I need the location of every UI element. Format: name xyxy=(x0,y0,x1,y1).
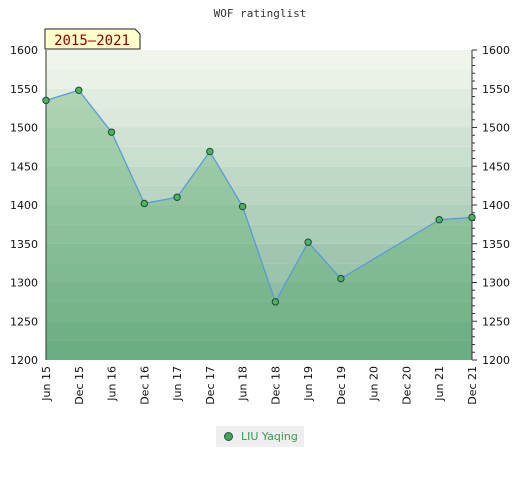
y-tick-label-left: 1250 xyxy=(10,315,38,328)
x-tick-label: Jun 17 xyxy=(171,366,184,402)
y-tick-label-right: 1450 xyxy=(482,160,510,173)
period-badge: 2015–2021 xyxy=(44,28,141,50)
series-area xyxy=(46,90,472,361)
x-tick-label: Jun 16 xyxy=(106,366,119,402)
background-band xyxy=(46,224,472,244)
legend-label: LIU Yaqing xyxy=(241,430,298,443)
y-tick-label-left: 1450 xyxy=(10,160,38,173)
data-point xyxy=(107,128,116,136)
x-tick-label: Jun 21 xyxy=(433,366,446,402)
y-tick-label-left: 1550 xyxy=(10,83,38,96)
axes: 1200 1200 1250 1250 1300 1300 1350 1350 1400 1400… xyxy=(10,44,510,405)
y-tick-label-right: 1200 xyxy=(482,354,510,367)
data-point xyxy=(271,298,280,306)
series-line-group xyxy=(45,89,473,304)
y-tick-label-right: 1400 xyxy=(482,199,510,212)
x-tick-label: Dec 16 xyxy=(138,366,151,405)
x-tick-label: Dec 17 xyxy=(204,366,217,405)
x-tick-label: Dec 21 xyxy=(466,366,479,405)
background-band xyxy=(46,166,472,186)
y-tick-label-right: 1550 xyxy=(482,83,510,96)
data-points xyxy=(42,86,476,306)
data-point xyxy=(140,199,149,208)
y-tick-label-right: 1600 xyxy=(482,44,510,57)
background-band xyxy=(46,301,472,322)
background-band xyxy=(46,88,472,109)
background-band xyxy=(46,185,472,205)
y-tick-label-right: 1300 xyxy=(482,277,510,290)
data-point xyxy=(42,96,50,105)
period-badge-label: 2015–2021 xyxy=(54,33,130,49)
y-tick-label-left: 1400 xyxy=(10,199,38,212)
y-tick-label-left: 1500 xyxy=(10,122,38,135)
legend: LIU Yaqing xyxy=(216,426,304,447)
x-tick-label: Jun 18 xyxy=(237,366,250,402)
background-band xyxy=(46,127,472,147)
background-band xyxy=(46,263,472,283)
data-point xyxy=(337,274,345,283)
y-tick-label-right: 1500 xyxy=(482,122,510,135)
y-tick-label-right: 1350 xyxy=(482,238,510,251)
background-band xyxy=(46,282,472,302)
series-line xyxy=(45,89,473,304)
x-tick-label: Dec 20 xyxy=(400,366,413,405)
data-point xyxy=(238,202,247,211)
background-band xyxy=(46,69,472,89)
y-tick-label-left: 1350 xyxy=(10,238,38,251)
x-tick-label: Dec 15 xyxy=(73,366,86,405)
background-bands xyxy=(46,50,472,360)
x-tick-label: Jun 20 xyxy=(368,366,381,402)
data-point xyxy=(468,213,476,222)
data-point xyxy=(206,147,214,156)
y-tick-label-left: 1300 xyxy=(10,277,38,290)
data-point xyxy=(304,238,312,246)
data-point xyxy=(173,193,181,201)
data-point xyxy=(435,216,443,224)
background-band xyxy=(46,108,472,128)
x-tick-label: Dec 18 xyxy=(269,366,282,405)
y-tick-label-left: 1600 xyxy=(10,44,38,57)
background-band xyxy=(46,205,472,225)
background-band xyxy=(46,321,472,341)
y-tick-label-right: 1250 xyxy=(482,315,510,328)
background-band xyxy=(46,146,472,167)
x-tick-label: Dec 19 xyxy=(335,366,348,405)
background-band xyxy=(46,50,472,70)
x-tick-label: Jun 19 xyxy=(302,366,315,402)
legend-marker-icon xyxy=(224,432,233,441)
y-tick-label-left: 1200 xyxy=(10,354,38,367)
data-point xyxy=(75,86,83,95)
area-fill xyxy=(46,90,472,361)
chart-title: WOF ratinglist xyxy=(214,7,307,20)
background-band xyxy=(46,340,472,360)
x-tick-label: Jun 15 xyxy=(40,366,53,402)
